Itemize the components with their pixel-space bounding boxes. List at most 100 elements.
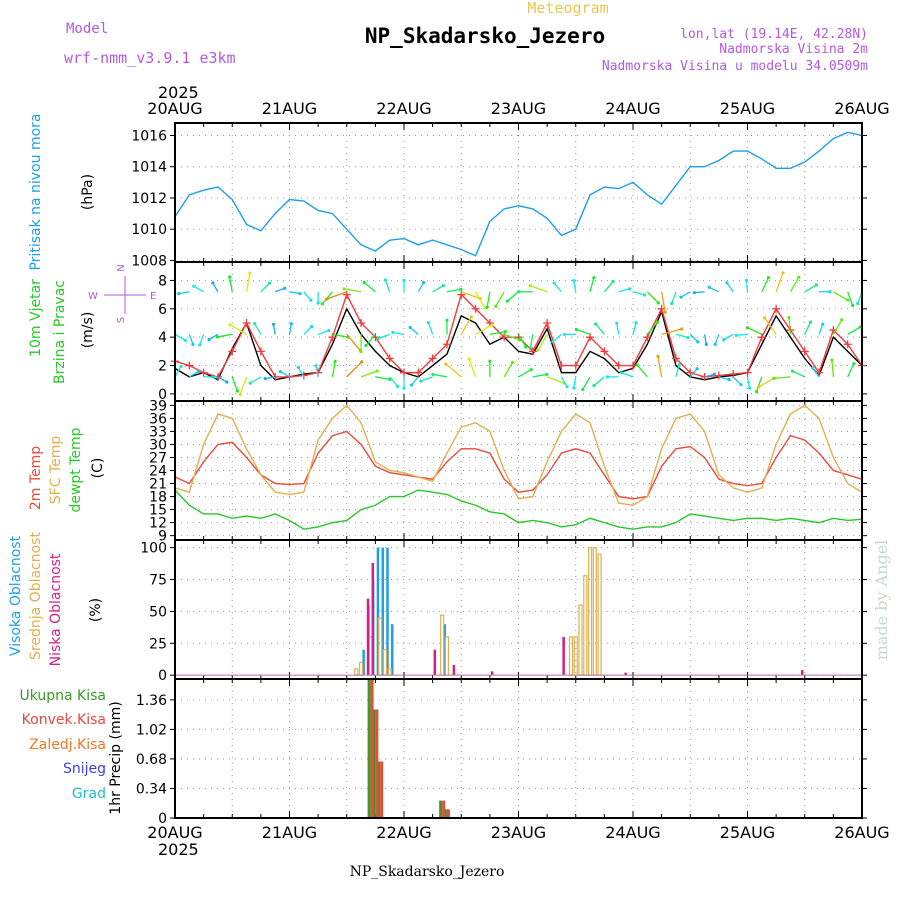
wind-arrow-head bbox=[263, 377, 267, 381]
wind-arrow bbox=[432, 373, 448, 378]
wind-arrow-head bbox=[309, 298, 313, 302]
y-tick-label: 1016 bbox=[131, 128, 167, 144]
wind-arrow bbox=[804, 284, 817, 293]
wind-arrow bbox=[761, 277, 770, 293]
gust-marker bbox=[743, 368, 752, 377]
wind-arrow-head bbox=[846, 298, 850, 302]
cloud-bar bbox=[362, 649, 365, 676]
x-label-bottom: 22AUG bbox=[376, 823, 431, 842]
wind-arrow-head bbox=[426, 321, 430, 325]
wind-arrow bbox=[529, 284, 548, 293]
y-tick-label: 8 bbox=[158, 273, 167, 289]
wind-arrow bbox=[589, 277, 595, 292]
gust-marker bbox=[357, 318, 366, 327]
wind-arrow bbox=[427, 322, 434, 335]
wind-arrow bbox=[694, 291, 705, 294]
wind-arrow-head bbox=[808, 320, 813, 324]
y-tick-label: 27 bbox=[149, 450, 167, 466]
wind-arrow-head bbox=[572, 279, 576, 283]
wind-arrow bbox=[537, 334, 548, 351]
wind-arrow bbox=[764, 317, 777, 335]
wind-arrow bbox=[417, 282, 425, 293]
wind-arrow bbox=[193, 285, 204, 293]
y-tick-label: 1010 bbox=[131, 222, 167, 238]
gust-marker bbox=[385, 354, 394, 363]
cloud-bar bbox=[452, 664, 456, 676]
x-label-bottom: 20AUG bbox=[147, 823, 202, 842]
wind-arrow bbox=[188, 371, 199, 378]
wind-arrow bbox=[723, 333, 734, 341]
gust-marker bbox=[757, 333, 766, 342]
gust-marker bbox=[571, 361, 580, 370]
wind-arrow-head bbox=[408, 325, 412, 330]
wind-arrow-head bbox=[441, 283, 445, 288]
wind-arrow-head bbox=[310, 324, 314, 329]
wind-arrow bbox=[208, 333, 219, 340]
wind-arrow bbox=[360, 370, 378, 378]
ylabel-temp2m: 2m Temp bbox=[28, 446, 44, 510]
y-tick-label: 100 bbox=[140, 541, 167, 557]
x-label-top: 23AUG bbox=[491, 99, 546, 118]
wind-arrow-head bbox=[528, 283, 532, 288]
wind-arrow-head bbox=[383, 278, 388, 282]
wind-arrow-head bbox=[360, 360, 364, 364]
wind-arrow-head bbox=[528, 346, 532, 350]
x-label-top: 21AUG bbox=[262, 99, 317, 118]
wind-arrow-head bbox=[679, 295, 683, 299]
wind-arrow-head bbox=[248, 381, 252, 385]
wind-arrow-head bbox=[198, 343, 202, 347]
wind-arrow-head bbox=[402, 386, 406, 390]
wind-arrow-head bbox=[562, 332, 567, 336]
legend-snow: Snijeg bbox=[63, 761, 106, 777]
wind-arrow bbox=[812, 367, 820, 378]
wind-arrow-head bbox=[635, 363, 639, 367]
gust-marker bbox=[729, 370, 738, 379]
wind-arrow-head bbox=[677, 363, 681, 367]
cloud-bar bbox=[800, 670, 804, 676]
legend-total-precip: Ukupna Kisa bbox=[19, 688, 106, 704]
y-tick-label: 12 bbox=[149, 516, 167, 532]
wind-arrow-head bbox=[754, 390, 759, 394]
y-tick-label: 0 bbox=[158, 811, 167, 827]
wind-arrow bbox=[489, 330, 506, 335]
wind-arrow bbox=[228, 276, 233, 292]
wind-arrow-head bbox=[192, 284, 196, 288]
wind-arrow-head bbox=[851, 303, 855, 308]
wind-arrow bbox=[239, 376, 248, 395]
wind-arrow bbox=[432, 285, 444, 293]
wind-arrow bbox=[621, 372, 634, 378]
wind-arrow-head bbox=[459, 287, 463, 291]
wind-arrow bbox=[506, 291, 519, 302]
wind-arrow bbox=[718, 376, 730, 381]
wind-arrow bbox=[746, 376, 751, 389]
gust-marker bbox=[299, 371, 308, 380]
wind-arrow-head bbox=[510, 360, 515, 364]
wind-arrow-head bbox=[830, 358, 834, 362]
wind-arrow-head bbox=[747, 386, 752, 390]
x-label-bottom: 21AUG bbox=[262, 823, 317, 842]
precip-bar bbox=[446, 809, 450, 818]
cloud-bar bbox=[568, 636, 574, 676]
wind-arrow-head bbox=[320, 302, 324, 306]
y-tick-label: 15 bbox=[149, 503, 167, 519]
wind-arrow-head bbox=[712, 372, 717, 376]
wind-arrow-head bbox=[314, 364, 318, 368]
wind-arrow bbox=[474, 291, 486, 309]
wind-arrow bbox=[188, 334, 194, 345]
wind-arrow-head bbox=[552, 281, 556, 285]
cloud-bar bbox=[382, 649, 388, 676]
y-tick-label: 1.02 bbox=[136, 722, 167, 738]
wind-arrow bbox=[326, 291, 347, 300]
meteogram-label: Meteogram bbox=[527, 0, 608, 17]
wind-arrow-head bbox=[529, 367, 533, 372]
wind-arrow bbox=[384, 279, 391, 293]
wind-arrow-head bbox=[696, 340, 700, 344]
wind-arrow-head bbox=[505, 299, 509, 303]
wind-arrow-head bbox=[628, 287, 632, 291]
wind-arrow bbox=[212, 282, 219, 293]
precip-bar bbox=[367, 679, 371, 818]
wind-arrow-head bbox=[828, 290, 832, 294]
panel-frame bbox=[174, 400, 863, 541]
wind-arrow-head bbox=[278, 369, 282, 374]
precip-bar bbox=[380, 761, 384, 818]
